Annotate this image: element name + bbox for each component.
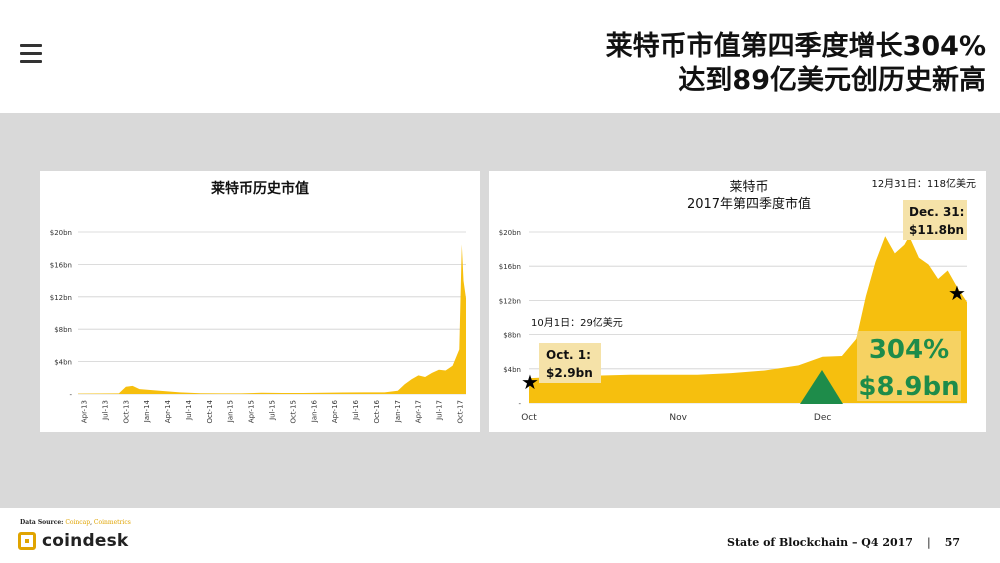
chart-panel-right: 莱特币 2017年第四季度市值 12月31日：118亿美元 - $4bn $8bn $12b… — [489, 171, 986, 432]
x-tick-label: Nov — [669, 413, 687, 423]
series-area-market-cap — [78, 244, 466, 394]
footer-bar — [0, 508, 1000, 563]
coindesk-logo-icon — [18, 532, 36, 550]
y-tick-label: $16bn — [50, 261, 72, 269]
x-tick-label: Oct — [521, 413, 537, 423]
x-tick-label: Jan-15 — [227, 400, 235, 423]
annotation-box-oct1 — [539, 343, 601, 383]
annotation-oct1-label: Oct. 1: — [546, 348, 591, 362]
annotation-dec31-label: Dec. 31: — [909, 205, 964, 219]
page-number: 57 — [944, 536, 960, 549]
growth-callout-box — [857, 331, 961, 401]
y-tick-label: $4bn — [503, 366, 521, 374]
chart-historical-market-cap: 莱特币历史市值 - $4bn $8bn $12bn $16bn $20bn Apr-13 Jul… — [50, 180, 466, 424]
footer-separator: | — [926, 536, 931, 549]
title-line-2: 达到89亿美元创历史新高 — [678, 65, 986, 96]
title-line-1: 莱特币市值第四季度增长304% — [605, 31, 986, 62]
star-icon-dec31: ★ — [948, 281, 966, 305]
x-tick-label: Oct-13 — [122, 400, 130, 424]
x-tick-label: Dec — [814, 413, 831, 423]
x-tick-label: Apr-14 — [164, 399, 172, 423]
x-tick-label: Jan-16 — [310, 399, 318, 423]
source-link-coincap[interactable]: Coincap — [65, 519, 91, 526]
x-tick-label: Oct-14 — [206, 399, 214, 423]
source-link-coinmetrics[interactable]: Coinmetrics — [93, 519, 131, 526]
header-bar: 莱特币市值第四季度增长304% 达到89亿美元创历史新高 — [0, 0, 1000, 112]
annotation-dec31-value: $11.8bn — [909, 223, 964, 237]
chart-title: 莱特币历史市值 — [211, 180, 309, 197]
data-source-label: Data Source: — [20, 519, 64, 526]
growth-percent: 304% — [869, 335, 949, 365]
y-tick-label: $12bn — [50, 294, 72, 302]
x-tick-label: Apr-17 — [415, 400, 423, 423]
chart-panel-left: 莱特币历史市值 - $4bn $8bn $12bn $16bn $20bn Apr-13 Jul… — [40, 171, 480, 432]
x-tick-label: Apr-16 — [331, 399, 339, 423]
x-tick-label: Jul-16 — [352, 399, 360, 420]
annotation-oct1-chinese: 10月1日：29亿美元 — [531, 316, 623, 329]
x-tick-label: Apr-13 — [81, 400, 89, 423]
x-tick-label: Jul-17 — [436, 400, 444, 421]
coindesk-logo: coindesk — [18, 531, 128, 551]
y-tick-label: $8bn — [54, 326, 72, 334]
growth-triangle-icon — [800, 370, 843, 404]
y-tick-label: $8bn — [503, 332, 521, 340]
x-tick-label: Apr-15 — [248, 400, 256, 423]
x-tick-label: Jan-14 — [143, 399, 151, 423]
data-source: Data Source: Coincap, Coinmetrics — [20, 519, 131, 526]
report-footer: State of Blockchain – Q4 2017 | 57 — [727, 536, 960, 549]
page-title: 莱特币市值第四季度增长304% 达到89亿美元创历史新高 — [606, 30, 986, 98]
y-tick-label: - — [69, 391, 72, 399]
chart-title-line-1: 莱特币 — [729, 180, 768, 195]
y-tick-label: $4bn — [54, 359, 72, 367]
star-icon-oct1: ★ — [521, 370, 539, 394]
x-tick-label: Jul-15 — [269, 400, 277, 421]
chart-title-line-2: 2017年第四季度市值 — [687, 196, 811, 212]
x-tick-label: Jul-14 — [185, 399, 193, 420]
annotation-box-dec31 — [903, 200, 967, 240]
report-name: State of Blockchain – Q4 2017 — [727, 536, 913, 549]
annotation-oct1-value: $2.9bn — [546, 366, 593, 380]
growth-amount: $8.9bn — [858, 372, 959, 402]
hamburger-menu-icon[interactable] — [20, 44, 42, 68]
y-tick-label: $12bn — [499, 297, 521, 305]
x-tick-label: Oct-17 — [457, 400, 465, 424]
y-tick-label: $20bn — [50, 229, 72, 237]
x-tick-label: Oct-15 — [289, 400, 297, 424]
x-tick-label: Jul-13 — [101, 400, 109, 421]
y-tick-label: - — [518, 400, 521, 408]
x-tick-label: Jan-17 — [394, 400, 402, 423]
brand-name: coindesk — [42, 531, 129, 551]
annotation-dec31-chinese: 12月31日：118亿美元 — [871, 177, 976, 190]
x-tick-label: Oct-16 — [373, 399, 381, 423]
y-tick-label: $16bn — [499, 263, 521, 271]
y-tick-label: $20bn — [499, 229, 521, 237]
